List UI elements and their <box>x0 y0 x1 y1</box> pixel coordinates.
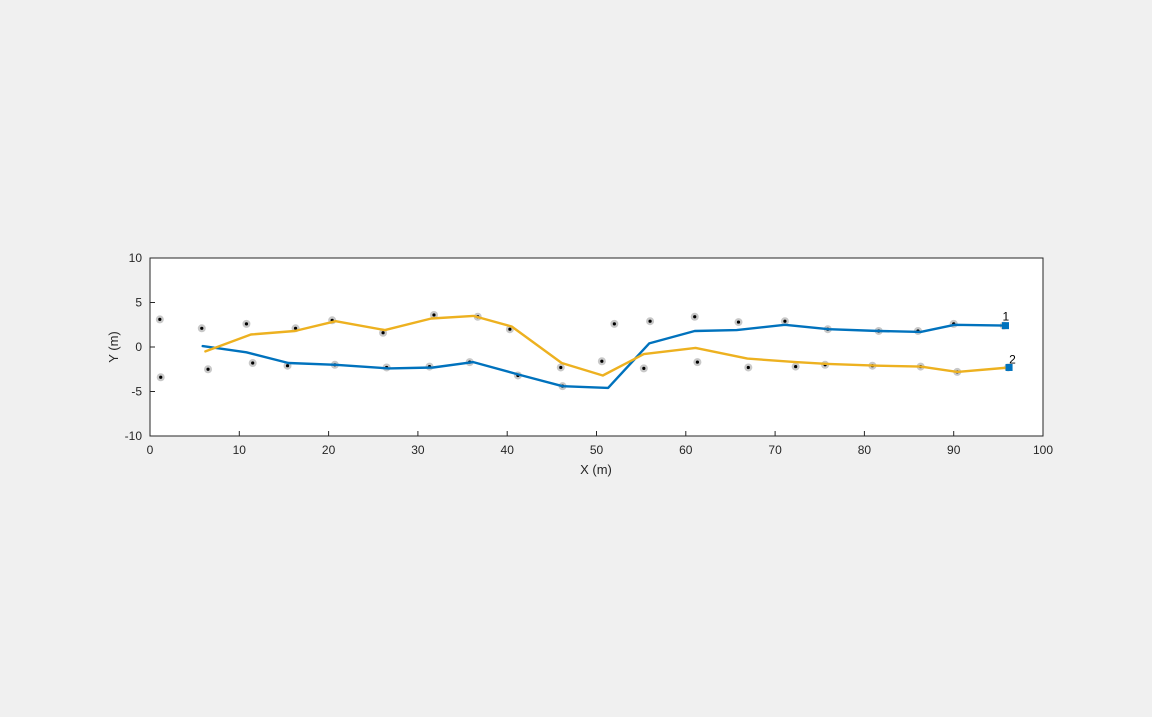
y-tick-label: 5 <box>135 296 142 310</box>
y-tick-label: -5 <box>131 385 142 399</box>
track-labels-layer: 12 <box>1002 310 1016 367</box>
detection-marker <box>690 312 699 321</box>
detection-dot <box>508 327 512 331</box>
detection-marker <box>248 359 257 368</box>
x-tick-label: 80 <box>858 443 872 457</box>
detection-marker <box>556 363 565 372</box>
detection-dot <box>200 326 204 330</box>
track-line-1 <box>201 323 1007 390</box>
x-tick-label: 30 <box>411 443 425 457</box>
detection-marker <box>610 319 619 328</box>
detection-marker <box>693 358 702 367</box>
detection-dot <box>206 367 210 371</box>
x-tick-label: 60 <box>679 443 693 457</box>
detection-marker <box>597 357 606 366</box>
track-label-2: 2 <box>1009 352 1016 366</box>
detection-marker <box>155 315 164 324</box>
detection-dot <box>244 322 249 326</box>
track-label-1: 1 <box>1002 310 1009 324</box>
axes-background <box>150 258 1043 436</box>
detection-dot <box>746 365 750 370</box>
x-tick-label: 0 <box>147 443 154 457</box>
detection-dot <box>695 360 700 364</box>
y-tick-label: 0 <box>135 340 142 354</box>
detection-dot <box>285 364 290 368</box>
y-tick-label: -10 <box>125 429 143 443</box>
track-end-marker-2 <box>1005 363 1013 371</box>
detection-marker <box>429 310 438 319</box>
x-tick-label: 20 <box>322 443 336 457</box>
y-tick-label: 10 <box>129 251 143 265</box>
track-line-2 <box>204 314 1011 377</box>
detection-dot <box>559 365 563 370</box>
detection-marker <box>744 363 753 372</box>
detection-marker <box>242 319 251 328</box>
detection-dot <box>159 375 163 379</box>
detection-marker <box>780 317 789 326</box>
x-tick-label: 50 <box>590 443 604 457</box>
detection-dot <box>158 317 162 322</box>
detection-marker <box>734 318 743 327</box>
detection-dot <box>612 322 616 326</box>
detection-marker <box>204 365 213 374</box>
y-axis: -10 -5 0 5 10 <box>125 251 155 443</box>
detection-dot <box>381 331 385 335</box>
detection-dot <box>432 313 436 317</box>
x-tick-label: 70 <box>768 443 782 457</box>
y-axis-label: Y (m) <box>106 331 121 363</box>
x-tick-label: 10 <box>233 443 247 457</box>
x-axis: 0 10 20 30 40 50 60 70 80 90 100 <box>147 431 1053 457</box>
detection-dot <box>736 320 741 324</box>
detection-dot <box>600 359 604 363</box>
detection-marker <box>197 324 206 333</box>
x-tick-label: 100 <box>1033 443 1053 457</box>
x-axis-label: X (m) <box>580 462 612 477</box>
detection-dot <box>251 361 255 365</box>
detection-marker <box>646 317 655 326</box>
x-tick-label: 90 <box>947 443 961 457</box>
detection-marker <box>639 364 648 373</box>
detection-dot <box>783 319 787 323</box>
detection-dot <box>293 326 298 330</box>
detection-dot <box>693 315 697 319</box>
series-layer <box>201 314 1013 390</box>
detection-marker <box>156 373 165 382</box>
detection-dot <box>648 319 652 323</box>
detection-dot <box>642 366 646 370</box>
detection-marker <box>791 362 800 371</box>
x-tick-label: 40 <box>501 443 515 457</box>
track-end-marker-1 <box>1001 322 1009 330</box>
detection-dot <box>794 364 798 369</box>
